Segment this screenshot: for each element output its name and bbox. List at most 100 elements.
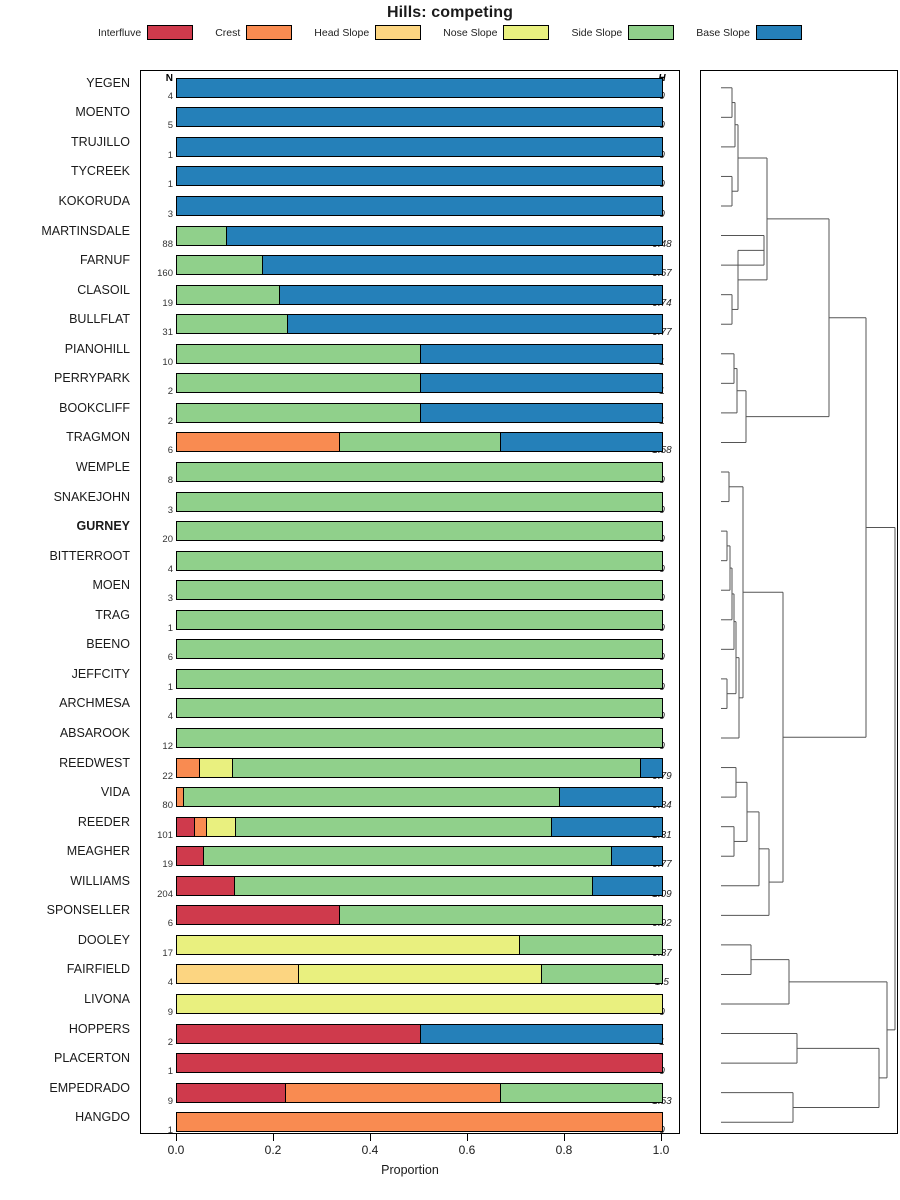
stacked-bar bbox=[176, 314, 663, 335]
column-header-n: N bbox=[165, 73, 173, 84]
category-label-moento: MOENTO bbox=[75, 105, 130, 120]
stacked-bar bbox=[176, 402, 663, 423]
dendrogram-panel bbox=[700, 70, 898, 1134]
stacked-bar bbox=[176, 343, 663, 364]
category-label-beeno: BEENO bbox=[86, 637, 130, 652]
bar-segment-base-slope bbox=[419, 403, 662, 422]
row-n-value: 10 bbox=[162, 356, 173, 368]
row-n-value: 9 bbox=[167, 1095, 173, 1107]
bar-segment-head-slope bbox=[177, 965, 299, 984]
category-label-snakejohn: SNAKEJOHN bbox=[53, 489, 130, 504]
row-n-value: 6 bbox=[167, 652, 173, 664]
bar-rows: 4 0 5 0 1 0 1 0 3 0 88 0.48 160 0.67 19 0.74 31 0.77 10 1 2 1… bbox=[141, 71, 681, 1137]
legend-label: Crest bbox=[215, 26, 241, 39]
bar-segment-base-slope bbox=[419, 344, 662, 363]
legend-swatch bbox=[628, 25, 675, 40]
bar-segment-side-slope bbox=[231, 758, 640, 777]
stacked-bar bbox=[176, 994, 663, 1014]
category-label-hangdo: HANGDO bbox=[75, 1110, 130, 1125]
row-n-value: 6 bbox=[167, 445, 173, 457]
x-tick bbox=[176, 1134, 177, 1141]
row-n-value: 8 bbox=[167, 475, 173, 486]
category-label-fairfield: FAIRFIELD bbox=[66, 962, 130, 977]
bar-segment-base-slope bbox=[591, 876, 662, 895]
category-label-martinsdale: MARTINSDALE bbox=[41, 223, 130, 238]
x-axis: 0.0 0.2 0.4 0.6 0.8 1.0 bbox=[140, 1134, 680, 1180]
category-label-gurney: GURNEY bbox=[76, 519, 130, 534]
category-label-tycreek: TYCREEK bbox=[70, 164, 130, 179]
legend-label: Base Slope bbox=[696, 26, 750, 39]
bar-segment-side-slope bbox=[519, 935, 662, 954]
x-tick-label: 0.8 bbox=[555, 1143, 573, 1157]
stacked-bar bbox=[176, 521, 663, 542]
bar-segment-interfluve bbox=[177, 1054, 662, 1073]
stacked-bar bbox=[176, 875, 663, 896]
bar-segment-base-slope bbox=[177, 78, 662, 97]
row-n-value: 2 bbox=[167, 386, 173, 398]
row-n-value: 1 bbox=[167, 622, 173, 634]
bar-segment-nose-slope bbox=[206, 817, 235, 836]
bar-segment-crest bbox=[177, 758, 199, 777]
stacked-bar bbox=[176, 905, 663, 926]
bar-segment-side-slope bbox=[177, 374, 420, 393]
dendrogram-tree bbox=[721, 87, 896, 1123]
stacked-bar bbox=[176, 580, 663, 601]
category-label-williams: WILLIAMS bbox=[70, 873, 130, 888]
bar-segment-base-slope bbox=[611, 847, 662, 866]
stacked-bar bbox=[176, 698, 663, 719]
bar-segment-side-slope bbox=[177, 315, 287, 334]
row-n-value: 9 bbox=[167, 1007, 173, 1018]
category-label-vida: VIDA bbox=[100, 785, 130, 800]
chart-legend: Interfluve Crest Head Slope Nose Slope Side … bbox=[0, 25, 900, 40]
legend-item-interfluve: Interfluve bbox=[98, 25, 194, 40]
stacked-bar bbox=[176, 1023, 663, 1044]
category-label-bitterroot: BITTERROOT bbox=[49, 548, 130, 563]
category-label-yegen: YEGEN bbox=[86, 75, 130, 90]
stacked-bar bbox=[176, 609, 663, 630]
row-n-value: 20 bbox=[162, 534, 173, 546]
row-n-value: 6 bbox=[167, 918, 173, 930]
category-label-reedwest: REEDWEST bbox=[59, 755, 130, 770]
x-tick bbox=[467, 1134, 468, 1141]
x-tick-label: 0.2 bbox=[264, 1143, 282, 1157]
bar-segment-interfluve bbox=[177, 876, 235, 895]
stacked-bar bbox=[176, 816, 663, 837]
row-n-value: 19 bbox=[162, 859, 173, 871]
row-n-value: 31 bbox=[162, 327, 173, 339]
row-n-value: 17 bbox=[162, 947, 173, 959]
x-tick bbox=[564, 1134, 565, 1141]
legend-item-nose-slope: Nose Slope bbox=[443, 25, 550, 40]
category-label-sponseller: SPONSELLER bbox=[46, 903, 130, 918]
category-label-kokoruda: KOKORUDA bbox=[58, 194, 130, 208]
legend-swatch bbox=[503, 25, 550, 40]
category-label-jeffcity: JEFFCITY bbox=[71, 666, 130, 681]
row-n-value: 1 bbox=[167, 1125, 173, 1137]
bar-segment-interfluve bbox=[177, 847, 203, 866]
bar-segment-side-slope bbox=[177, 699, 662, 718]
stacked-bar bbox=[176, 462, 663, 482]
category-label-empedrado: EMPEDRADO bbox=[49, 1080, 130, 1095]
bar-segment-side-slope bbox=[177, 463, 662, 481]
legend-label: Nose Slope bbox=[443, 26, 498, 39]
row-n-value: 12 bbox=[162, 741, 173, 752]
row-n-value: 2 bbox=[167, 415, 173, 427]
bar-segment-base-slope bbox=[639, 758, 662, 777]
bar-segment-base-slope bbox=[500, 433, 662, 452]
category-label-dooley: DOOLEY bbox=[77, 932, 130, 947]
bar-segment-base-slope bbox=[177, 108, 662, 127]
row-n-value: 80 bbox=[162, 800, 173, 812]
bar-chart-panel: N H 4050101030880.481600.67190.74310.771… bbox=[140, 70, 681, 1137]
bar-segment-side-slope bbox=[540, 965, 662, 984]
stacked-bar bbox=[176, 491, 663, 512]
row-n-value: 3 bbox=[167, 209, 173, 220]
bar-segment-base-slope bbox=[261, 256, 662, 275]
row-n-value: 2 bbox=[167, 1036, 173, 1048]
stacked-bar bbox=[176, 284, 663, 305]
bar-segment-nose-slope bbox=[177, 995, 662, 1013]
category-label-clasoil: CLASOIL bbox=[77, 282, 130, 297]
category-label-wemple: WEMPLE bbox=[75, 460, 130, 474]
legend-item-side-slope: Side Slope bbox=[571, 25, 675, 40]
row-n-value: 4 bbox=[167, 90, 173, 102]
legend-swatch bbox=[375, 25, 422, 40]
chart-title: Hills: competing bbox=[386, 4, 514, 21]
